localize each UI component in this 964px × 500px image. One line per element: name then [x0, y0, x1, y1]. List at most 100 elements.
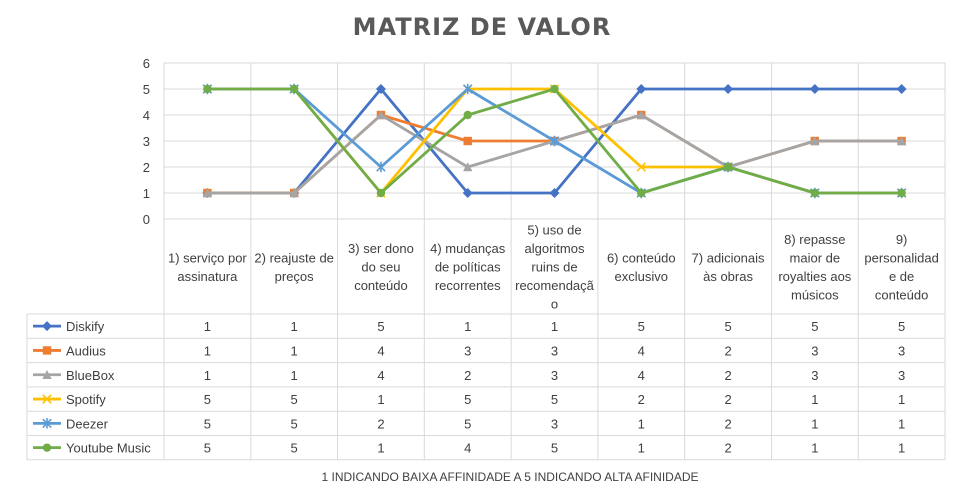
table-cell: 5 [898, 319, 905, 334]
table-cell: 1 [291, 343, 298, 358]
data-point-youtube-music [203, 84, 212, 94]
table-cell: 5 [638, 319, 645, 334]
data-point-bluebox [810, 136, 820, 146]
table-cell: 1 [291, 319, 298, 334]
legend-label-deezer: Deezer [66, 416, 109, 431]
footnote: 1 INDICANDO BAIXA AFFINIDADE A 5 INDICAN… [322, 470, 699, 484]
data-point-bluebox [202, 188, 213, 198]
table-cell: 5 [464, 392, 471, 407]
category-label-line: 6) conteúdo [607, 250, 676, 265]
data-point-youtube-music [810, 188, 820, 198]
legend-marker-deezer [42, 418, 52, 429]
series-line-audius [207, 113, 902, 195]
table-cell: 5 [811, 319, 818, 334]
table-cell: 4 [464, 441, 471, 456]
category-label-line: preços [275, 269, 315, 284]
legend-marker-youtube-music [42, 443, 52, 452]
table-cell: 1 [291, 368, 298, 383]
category-label-line: 2) reajuste de [254, 250, 334, 265]
category-label-line: às obras [703, 269, 753, 284]
category-label-line: algoritmos [525, 241, 585, 256]
table-cell: 1 [377, 441, 384, 456]
category-label-line: recorrentes [435, 278, 501, 293]
data-point-diskify [723, 84, 734, 94]
table-cell: 2 [638, 392, 645, 407]
data-point-youtube-music [289, 84, 299, 94]
category-label-1: 1) serviço por assinatura [168, 250, 247, 284]
category-label-line: 1) serviço por [168, 250, 247, 265]
category-label-line: 4) mudanças [430, 241, 506, 256]
data-point-youtube-music [637, 188, 646, 198]
y-tick-label: 0 [143, 212, 150, 227]
category-label-line: 5) uso de [527, 223, 581, 238]
category-label-line: de políticas [435, 260, 501, 275]
data-point-youtube-music [550, 84, 559, 94]
legend-marker-diskify [42, 321, 52, 332]
table-row-bluebox: BlueBox 1 1 4 2 3 4 2 3 3 [33, 368, 905, 383]
table-cell: 3 [898, 343, 905, 358]
table-cell: 5 [377, 319, 384, 334]
series-layer [202, 83, 907, 199]
data-point-spotify [636, 162, 647, 172]
legend-label-spotify: Spotify [66, 392, 106, 407]
table-cell: 3 [551, 416, 558, 431]
series-line-bluebox [207, 113, 902, 195]
data-point-bluebox [636, 110, 646, 120]
series-audius [203, 110, 906, 198]
data-point-diskify [549, 188, 560, 198]
table-cell: 3 [551, 343, 558, 358]
data-point-bluebox [376, 110, 386, 120]
table-cell: 2 [724, 441, 731, 456]
category-label-line: personalidad [864, 250, 938, 265]
table-cell: 4 [638, 343, 645, 358]
category-label-line: 3) ser dono [348, 241, 414, 256]
data-point-bluebox [896, 136, 907, 146]
table-cell: 3 [898, 368, 905, 383]
table-cell: 1 [551, 319, 558, 334]
table-cell: 1 [204, 319, 211, 334]
category-label-line: royalties aos [778, 269, 851, 284]
table-cell: 3 [811, 343, 818, 358]
table-cell: 1 [377, 392, 384, 407]
category-label-2: 2) reajuste de preços [254, 250, 334, 284]
table-cell: 4 [638, 368, 645, 383]
table-cell: 1 [811, 441, 818, 456]
y-tick-label: 6 [143, 56, 150, 71]
table-cell: 3 [551, 368, 558, 383]
series-youtube-music [203, 84, 906, 198]
category-label-6: 6) conteúdo exclusivo [607, 250, 676, 284]
category-label-line: conteúdo [354, 278, 408, 293]
category-label-5: 5) uso de algoritmos ruins de recomendaçã o [515, 223, 595, 312]
data-point-diskify [896, 84, 907, 94]
table-cell: 2 [724, 343, 731, 358]
data-point-deezer [549, 135, 560, 147]
table-cell: 1 [638, 441, 645, 456]
data-point-diskify [375, 84, 386, 94]
data-point-youtube-music [897, 188, 906, 198]
category-label-line: maior de [790, 250, 841, 265]
category-label-line: 7) adicionais [692, 250, 765, 265]
data-point-youtube-music [723, 162, 733, 172]
category-label-4: 4) mudanças de políticas recorrentes [430, 241, 506, 293]
data-table: 1) serviço por assinatura 2) reajuste de pr… [26, 223, 945, 461]
table-cell: 5 [464, 416, 471, 431]
legend-label-youtube-music: Youtube Music [66, 441, 151, 456]
table-cell: 2 [724, 392, 731, 407]
legend-label-diskify: Diskify [66, 319, 105, 334]
legend-label-bluebox: BlueBox [66, 368, 115, 383]
table-row-audius: Audius 1 1 4 3 3 4 2 3 3 [33, 343, 905, 358]
table-cell: 5 [204, 441, 211, 456]
category-label-line: 9) [896, 232, 908, 247]
table-cell: 3 [811, 368, 818, 383]
y-axis: 0 1 2 3 4 5 6 [143, 56, 150, 227]
category-label-line: exclusivo [615, 269, 668, 284]
table-cell: 5 [291, 416, 298, 431]
data-point-diskify [636, 84, 647, 94]
table-row-spotify: Spotify 5 5 1 5 5 2 2 1 1 [33, 392, 905, 407]
table-cell: 2 [464, 368, 471, 383]
data-point-deezer [376, 161, 386, 173]
category-label-line: 8) repasse [784, 232, 845, 247]
legend-marker-audius [42, 346, 52, 355]
data-point-diskify [809, 84, 820, 94]
